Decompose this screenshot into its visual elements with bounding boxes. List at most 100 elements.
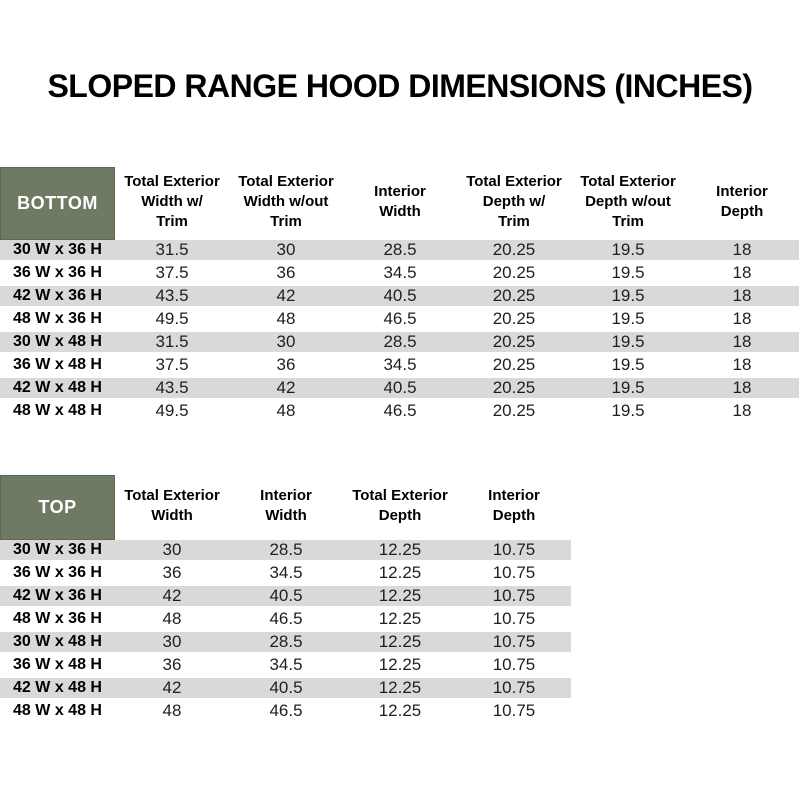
table-row: 48 W x 36 H 48 46.5 12.25 10.75 xyxy=(0,609,571,632)
page-title: SLOPED RANGE HOOD DIMENSIONS (INCHES) xyxy=(47,68,753,104)
cell: 31.5 xyxy=(115,240,229,263)
row-label: 48 W x 36 H xyxy=(0,309,115,332)
column-header: Total Exterior Depth w/out Trim xyxy=(571,167,685,240)
cell: 43.5 xyxy=(115,286,229,309)
cell: 42 xyxy=(115,586,229,609)
table-row: 42 W x 48 H 42 40.5 12.25 10.75 xyxy=(0,678,571,701)
cell: 40.5 xyxy=(343,286,457,309)
row-label: 42 W x 48 H xyxy=(0,378,115,401)
cell: 18 xyxy=(685,401,799,424)
cell: 19.5 xyxy=(571,309,685,332)
top-dimensions-table: TOP Total Exterior Width Interior Width To… xyxy=(0,475,571,724)
cell: 31.5 xyxy=(115,332,229,355)
cell: 10.75 xyxy=(457,563,571,586)
cell: 48 xyxy=(229,401,343,424)
row-label: 42 W x 36 H xyxy=(0,586,115,609)
cell: 20.25 xyxy=(457,332,571,355)
cell: 18 xyxy=(685,263,799,286)
cell: 19.5 xyxy=(571,401,685,424)
cell: 19.5 xyxy=(571,332,685,355)
cell: 19.5 xyxy=(571,378,685,401)
cell: 10.75 xyxy=(457,609,571,632)
table-row: 48 W x 36 H 49.5 48 46.5 20.25 19.5 18 xyxy=(0,309,799,332)
cell: 46.5 xyxy=(343,309,457,332)
cell: 34.5 xyxy=(343,263,457,286)
row-label: 30 W x 36 H xyxy=(0,240,115,263)
cell: 10.75 xyxy=(457,655,571,678)
cell: 20.25 xyxy=(457,309,571,332)
table-row: 36 W x 36 H 36 34.5 12.25 10.75 xyxy=(0,563,571,586)
cell: 30 xyxy=(115,540,229,563)
bottom-dimensions-table: BOTTOM Total Exterior Width w/ Trim Total… xyxy=(0,167,799,424)
column-header: Interior Depth xyxy=(457,475,571,540)
row-label: 36 W x 36 H xyxy=(0,263,115,286)
column-header: Total Exterior Depth xyxy=(343,475,457,540)
cell: 34.5 xyxy=(229,563,343,586)
cell: 43.5 xyxy=(115,378,229,401)
cell: 19.5 xyxy=(571,263,685,286)
table-row: 42 W x 36 H 43.5 42 40.5 20.25 19.5 18 xyxy=(0,286,799,309)
cell: 18 xyxy=(685,309,799,332)
cell: 37.5 xyxy=(115,355,229,378)
row-label: 30 W x 36 H xyxy=(0,540,115,563)
cell: 18 xyxy=(685,355,799,378)
cell: 40.5 xyxy=(229,678,343,701)
top-corner-label: TOP xyxy=(0,475,115,540)
row-label: 36 W x 48 H xyxy=(0,655,115,678)
row-label: 36 W x 48 H xyxy=(0,355,115,378)
cell: 10.75 xyxy=(457,678,571,701)
cell: 30 xyxy=(115,632,229,655)
cell: 28.5 xyxy=(229,540,343,563)
cell: 42 xyxy=(229,378,343,401)
cell: 18 xyxy=(685,240,799,263)
column-header: Interior Width xyxy=(343,167,457,240)
row-label: 36 W x 36 H xyxy=(0,563,115,586)
cell: 49.5 xyxy=(115,401,229,424)
cell: 19.5 xyxy=(571,240,685,263)
cell: 12.25 xyxy=(343,609,457,632)
column-header: Total Exterior Width w/out Trim xyxy=(229,167,343,240)
row-label: 48 W x 36 H xyxy=(0,609,115,632)
cell: 12.25 xyxy=(343,701,457,724)
row-label: 30 W x 48 H xyxy=(0,332,115,355)
cell: 42 xyxy=(229,286,343,309)
row-label: 42 W x 48 H xyxy=(0,678,115,701)
top-table-header: TOP Total Exterior Width Interior Width To… xyxy=(0,475,571,540)
cell: 12.25 xyxy=(343,540,457,563)
table-row: 48 W x 48 H 49.5 48 46.5 20.25 19.5 18 xyxy=(0,401,799,424)
cell: 18 xyxy=(685,332,799,355)
cell: 48 xyxy=(229,309,343,332)
cell: 28.5 xyxy=(229,632,343,655)
cell: 28.5 xyxy=(343,332,457,355)
table-row: 30 W x 48 H 30 28.5 12.25 10.75 xyxy=(0,632,571,655)
cell: 20.25 xyxy=(457,378,571,401)
cell: 49.5 xyxy=(115,309,229,332)
table-row: 36 W x 48 H 36 34.5 12.25 10.75 xyxy=(0,655,571,678)
cell: 30 xyxy=(229,332,343,355)
cell: 12.25 xyxy=(343,632,457,655)
cell: 40.5 xyxy=(229,586,343,609)
cell: 10.75 xyxy=(457,540,571,563)
column-header: Total Exterior Depth w/ Trim xyxy=(457,167,571,240)
table-row: 42 W x 36 H 42 40.5 12.25 10.75 xyxy=(0,586,571,609)
table-row: 42 W x 48 H 43.5 42 40.5 20.25 19.5 18 xyxy=(0,378,799,401)
cell: 12.25 xyxy=(343,655,457,678)
cell: 12.25 xyxy=(343,678,457,701)
cell: 46.5 xyxy=(229,701,343,724)
header-row: TOP Total Exterior Width Interior Width To… xyxy=(0,475,571,540)
column-header: Total Exterior Width xyxy=(115,475,229,540)
cell: 12.25 xyxy=(343,586,457,609)
table-row: 36 W x 48 H 37.5 36 34.5 20.25 19.5 18 xyxy=(0,355,799,378)
cell: 18 xyxy=(685,286,799,309)
cell: 36 xyxy=(229,263,343,286)
column-header: Total Exterior Width w/ Trim xyxy=(115,167,229,240)
cell: 28.5 xyxy=(343,240,457,263)
cell: 19.5 xyxy=(571,286,685,309)
table-row: 36 W x 36 H 37.5 36 34.5 20.25 19.5 18 xyxy=(0,263,799,286)
cell: 30 xyxy=(229,240,343,263)
table-row: 30 W x 36 H 30 28.5 12.25 10.75 xyxy=(0,540,571,563)
cell: 34.5 xyxy=(343,355,457,378)
table-row: 30 W x 36 H 31.5 30 28.5 20.25 19.5 18 xyxy=(0,240,799,263)
cell: 34.5 xyxy=(229,655,343,678)
